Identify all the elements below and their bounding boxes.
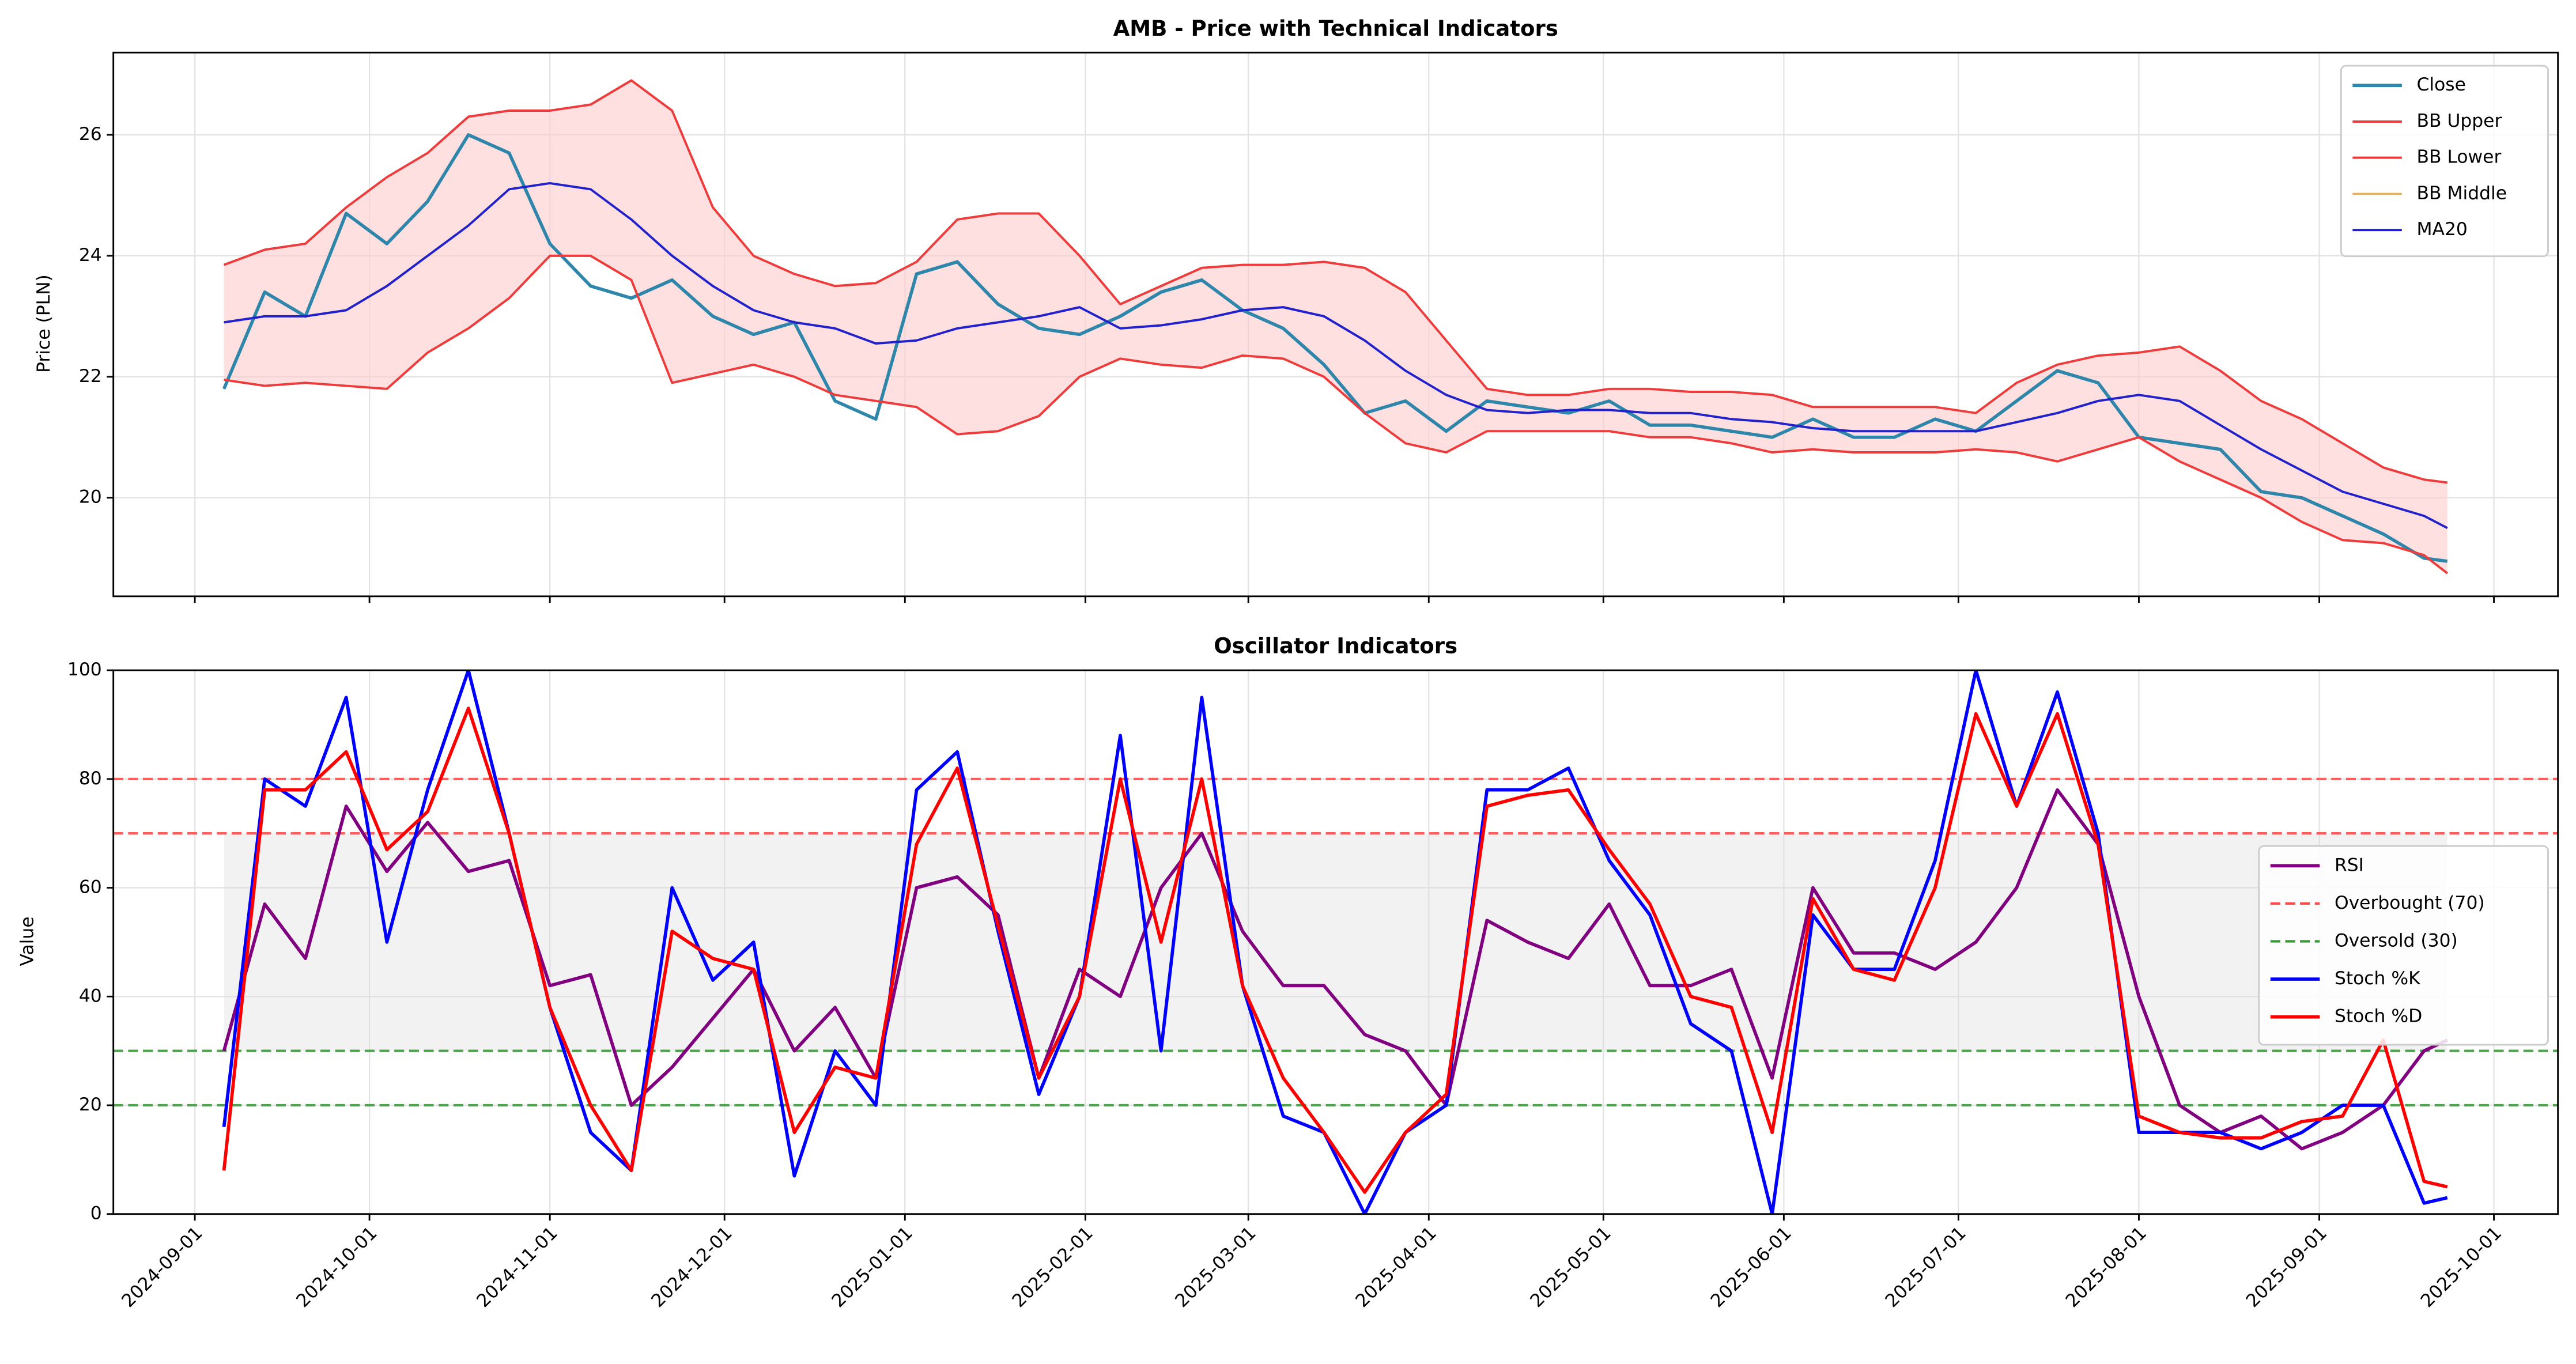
- legend-label: Close: [2416, 74, 2465, 95]
- y-tick-label: 26: [79, 124, 102, 145]
- legend-box: [2340, 65, 2549, 258]
- line: [223, 79, 2448, 484]
- line: [222, 788, 2448, 1151]
- y-tick-label: 22: [79, 366, 102, 387]
- line: [222, 133, 2448, 563]
- legend-label: Stoch %K: [2335, 968, 2421, 989]
- legend-label: BB Lower: [2416, 147, 2501, 168]
- chart-title: AMB - Price with Technical Indicators: [1113, 16, 1558, 41]
- y-tick-label: 20: [79, 1094, 102, 1115]
- legend-label: BB Upper: [2416, 111, 2502, 131]
- line: [224, 254, 2448, 575]
- y-tick-label: 100: [67, 659, 102, 680]
- y-tick-label: 60: [79, 877, 102, 898]
- y-tick-label: 80: [79, 768, 102, 789]
- plot-area: [113, 52, 2558, 596]
- plot-area: [113, 670, 2558, 1214]
- line: [224, 182, 2448, 529]
- neutral-zone: [224, 833, 2447, 1051]
- band-fill: [224, 80, 2447, 573]
- line: [222, 706, 2448, 1194]
- legend-box: [2258, 845, 2549, 1046]
- legend-label: Overbought (70): [2335, 893, 2485, 913]
- legend-label: Stoch %D: [2335, 1006, 2422, 1027]
- y-axis-label: Value: [17, 916, 37, 966]
- legend-label: RSI: [2335, 855, 2364, 875]
- y-tick-label: 0: [90, 1203, 102, 1224]
- legend-label: MA20: [2416, 219, 2467, 240]
- y-axis-label: Price (PLN): [33, 274, 54, 373]
- chart-title: Oscillator Indicators: [1214, 634, 1457, 659]
- legend-label: BB Middle: [2416, 183, 2507, 203]
- axes-frame: [112, 669, 2559, 1215]
- legend-label: Oversold (30): [2335, 930, 2458, 951]
- axes-frame: [112, 51, 2559, 598]
- line: [222, 670, 2448, 1214]
- y-tick-label: 40: [79, 985, 102, 1006]
- y-tick-label: 20: [79, 487, 102, 508]
- y-tick-label: 24: [79, 245, 102, 266]
